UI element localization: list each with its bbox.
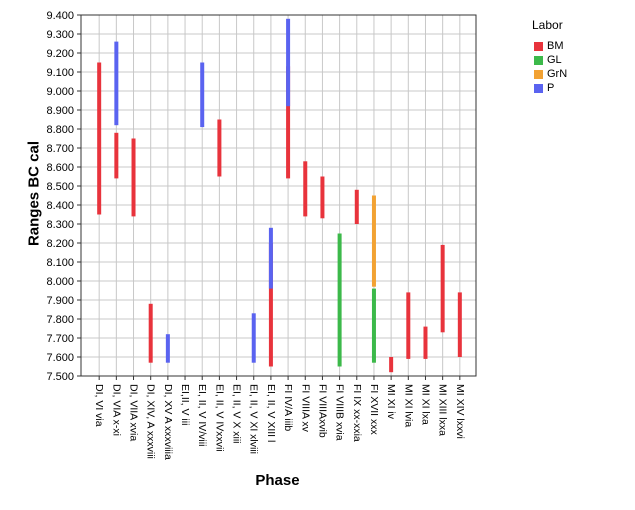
range-bar-bm — [217, 119, 222, 177]
legend-swatch — [534, 83, 543, 93]
legend-label: GL — [547, 54, 562, 66]
range-bar-bm — [440, 244, 445, 333]
x-tick-label: DI, XV A xxxviiia — [162, 384, 174, 460]
x-tick-label: FI IV/A iiib — [282, 384, 294, 431]
y-axis-title: Ranges BC cal — [25, 140, 43, 247]
range-bar-grn — [371, 195, 376, 287]
legend: Labor BM GL GrN P — [532, 18, 567, 95]
legend-swatch — [534, 41, 543, 51]
x-tick-label: MI XI iv — [385, 384, 397, 420]
y-tick-label: 8.700 — [46, 143, 74, 155]
range-bar-bm — [114, 132, 119, 179]
x-axis-title: Phase — [255, 472, 300, 489]
x-tick-label: DI, VIIA xvia — [128, 384, 140, 441]
range-bar-p — [200, 62, 205, 128]
range-bar-bm — [320, 176, 325, 219]
x-tick-label: FI VIIIAxvib — [316, 384, 328, 438]
range-bar-gl — [371, 288, 376, 363]
range-bar-bm — [97, 62, 102, 215]
y-tick-label: 8.800 — [46, 124, 74, 136]
range-bar-bm — [148, 303, 153, 363]
legend-swatch — [534, 55, 543, 65]
range-bar-bm — [406, 292, 411, 359]
legend-item-bm: BM — [534, 39, 567, 53]
x-tick-label: EI,II, V iii — [179, 384, 191, 425]
y-tick-label: 7.900 — [46, 295, 74, 307]
legend-items: BM GL GrN P — [532, 39, 567, 95]
range-bar-bm — [131, 138, 136, 217]
y-tick-label: 7.600 — [46, 352, 74, 364]
range-bar-p — [268, 227, 273, 289]
range-bar-bm — [286, 66, 291, 179]
range-bar-p — [286, 18, 291, 107]
legend-label: P — [547, 82, 555, 94]
y-tick-label: 7.500 — [46, 371, 74, 383]
y-tick-label: 9.300 — [46, 29, 74, 41]
y-tick-label: 8.600 — [46, 162, 74, 174]
range-bar-bm — [457, 292, 462, 357]
plot-frame — [80, 14, 477, 377]
y-tick-label: 7.800 — [46, 314, 74, 326]
range-bar-p — [165, 334, 170, 363]
y-tick-label: 8.500 — [46, 181, 74, 193]
x-tick-label: FI XVII xxx — [368, 384, 380, 436]
x-tick-label: EI, II, V XI xlviii — [248, 384, 260, 454]
y-tick-label: 8.200 — [46, 238, 74, 250]
y-tick-label: 8.300 — [46, 219, 74, 231]
y-tick-label: 8.900 — [46, 105, 74, 117]
legend-item-p: P — [534, 81, 567, 95]
x-tick-label: MI XI lxa — [419, 384, 431, 425]
range-bar-bm — [354, 189, 359, 224]
y-tick-label: 8.000 — [46, 276, 74, 288]
range-bar-bm — [303, 161, 308, 217]
range-bar-bm — [389, 357, 394, 373]
range-bar-gl — [337, 233, 342, 367]
x-tick-label: MI XIII lxxa — [437, 384, 449, 436]
x-tick-label: DI, VIA x-xi — [110, 384, 122, 436]
x-tick-label: EI, II, V X xiii — [231, 384, 243, 444]
y-tick-label: 9.200 — [46, 48, 74, 60]
y-tick-label: 9.000 — [46, 86, 74, 98]
x-tick-label: FI VIIIB xvia — [334, 384, 346, 441]
legend-label: GrN — [547, 68, 568, 80]
y-tick-label: 8.400 — [46, 200, 74, 212]
x-tick-label: FI VIIIA xv — [299, 384, 311, 433]
x-tick-label: DI, VI via — [93, 384, 105, 427]
x-tick-label: MI XIV lxxvi — [454, 384, 466, 439]
x-tick-label: FI IX xx-xxia — [351, 384, 363, 442]
legend-item-gl: GL — [534, 53, 567, 67]
x-tick-label: EI, II, V IV/viii — [196, 384, 208, 446]
range-bar-bm — [423, 326, 428, 359]
legend-swatch — [534, 69, 543, 79]
y-tick-label: 9.100 — [46, 67, 74, 79]
legend-label: BM — [547, 40, 564, 52]
plot-area — [81, 15, 476, 376]
y-tick-label: 7.700 — [46, 333, 74, 345]
x-tick-label: EI, II, V IVxxvii — [213, 384, 225, 452]
y-tick-label: 8.100 — [46, 257, 74, 269]
range-bar-p — [251, 313, 256, 363]
y-tick-label: 9.400 — [46, 10, 74, 22]
x-tick-label: DI, XIV, A xxxviii — [145, 384, 157, 459]
range-bar-p — [114, 41, 119, 126]
range-bar-bm — [268, 243, 273, 367]
x-tick-label: EI, II, V XIII l — [265, 384, 277, 442]
legend-title: Labor — [532, 18, 563, 32]
x-tick-label: MI XI lvia — [402, 384, 414, 427]
legend-item-grn: GrN — [534, 67, 567, 81]
